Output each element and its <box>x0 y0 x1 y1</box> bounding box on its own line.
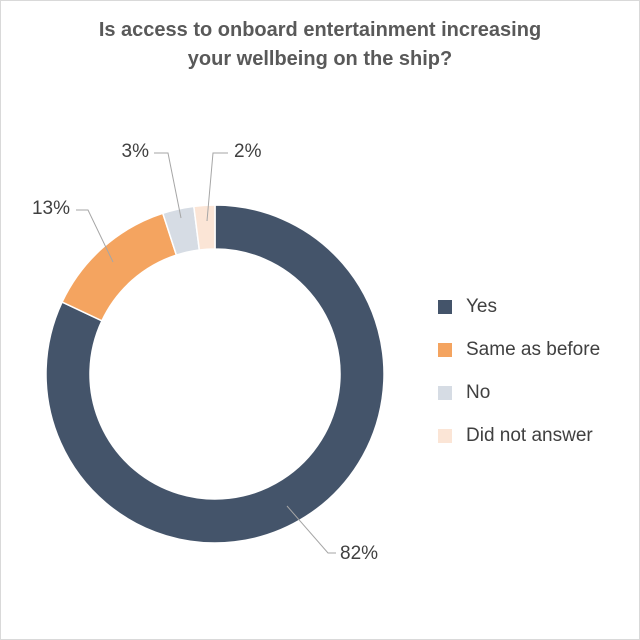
legend-item-did-not-answer: Did not answer <box>438 425 638 447</box>
legend-label-no: No <box>466 382 491 403</box>
legend-swatch-yes <box>438 300 452 314</box>
chart-title: Is access to onboard entertainment incre… <box>0 16 640 74</box>
slice-same-as-before <box>61 212 178 322</box>
legend-label-yes: Yes <box>466 296 497 317</box>
slice-yes <box>45 204 385 544</box>
data-label-yes: 82% <box>340 543 378 564</box>
data-label-same-as-before: 13% <box>32 198 70 219</box>
data-label-did-not-answer: 2% <box>234 141 262 162</box>
leader-line-yes <box>286 505 336 554</box>
chart-title-line-1: Is access to onboard entertainment incre… <box>98 19 542 41</box>
legend: Yes Same as before No Did not answer <box>438 296 638 468</box>
legend-swatch-did-not-answer <box>438 429 452 443</box>
leader-line-same-as-before <box>76 209 114 263</box>
legend-swatch-same-as-before <box>438 343 452 357</box>
legend-swatch-no <box>438 386 452 400</box>
legend-label-same-as-before: Same as before <box>466 339 601 360</box>
legend-item-yes: Yes <box>438 296 638 318</box>
legend-item-no: No <box>438 382 638 404</box>
legend-label-did-not-answer: Did not answer <box>466 425 593 446</box>
legend-item-same-as-before: Same as before <box>438 339 638 361</box>
leader-line-did-not-answer <box>206 152 228 222</box>
chart-title-line-2: your wellbeing on the ship? <box>187 48 453 70</box>
data-label-no: 3% <box>122 141 150 162</box>
slice-did-not-answer <box>192 204 216 251</box>
leader-line-no <box>154 152 182 219</box>
